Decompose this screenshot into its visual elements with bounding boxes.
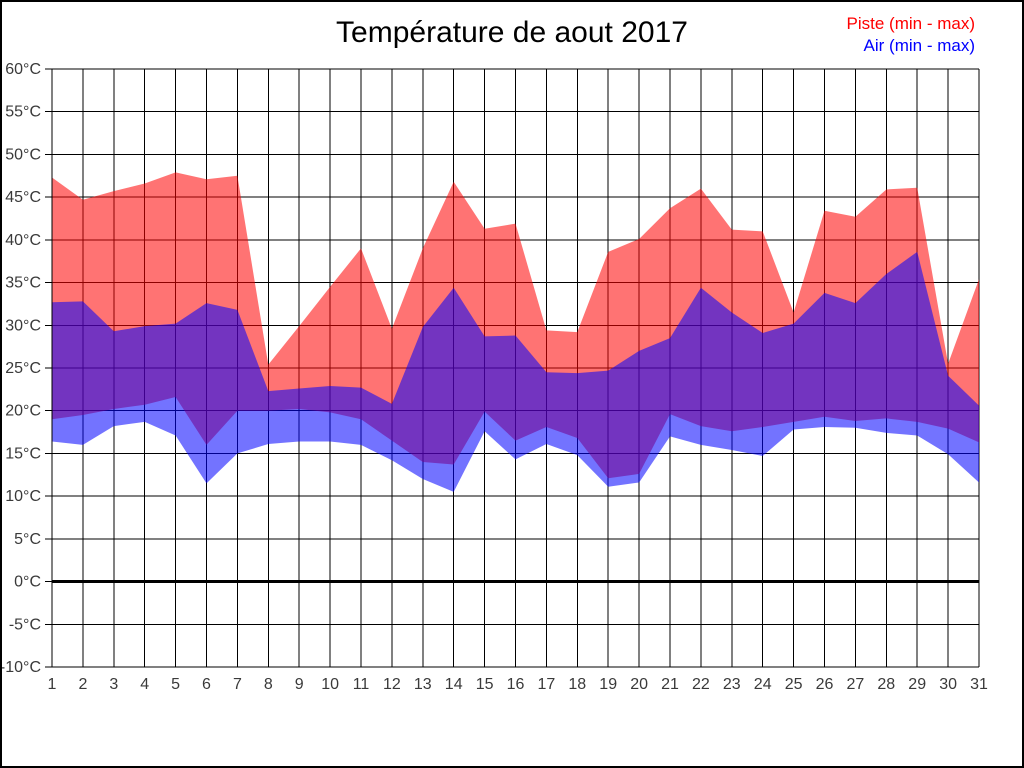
y-tick-label: 10°C bbox=[5, 488, 41, 505]
x-tick-label: 21 bbox=[661, 676, 679, 693]
x-tick-label: 17 bbox=[538, 676, 556, 693]
x-tick-label: 22 bbox=[692, 676, 710, 693]
x-tick-label: 31 bbox=[970, 676, 988, 693]
x-tick-label: 9 bbox=[295, 676, 304, 693]
legend-item-piste: Piste (min - max) bbox=[846, 14, 975, 33]
y-tick-label: -5°C bbox=[9, 616, 41, 633]
x-tick-label: 16 bbox=[507, 676, 525, 693]
x-axis-labels: 1 2 3 4 5 6 7 8 9 10 11 12 13 14 15 16 17 18 19 20 21 22 23 24 2… bbox=[48, 676, 988, 693]
x-tick-label: 18 bbox=[568, 676, 586, 693]
y-axis-labels: 60°C 55°C 50°C 45°C 40°C 35°C 30°C 25°C 20°C 15°C… bbox=[2, 61, 41, 676]
x-tick-label: 20 bbox=[630, 676, 648, 693]
y-tick-label: 25°C bbox=[5, 360, 41, 377]
x-tick-label: 8 bbox=[264, 676, 273, 693]
x-tick-label: 4 bbox=[140, 676, 149, 693]
y-tick-label: 60°C bbox=[5, 61, 41, 78]
chart-title: Température de aout 2017 bbox=[336, 16, 688, 49]
x-tick-label: 10 bbox=[321, 676, 339, 693]
x-tick-label: 11 bbox=[353, 676, 370, 693]
y-tick-label: 40°C bbox=[5, 232, 41, 249]
band-air bbox=[52, 251, 979, 492]
x-tick-label: 24 bbox=[754, 676, 772, 693]
x-tick-label: 14 bbox=[445, 676, 463, 693]
y-tick-label: 50°C bbox=[5, 146, 41, 163]
x-tick-label: 19 bbox=[599, 676, 617, 693]
x-tick-label: 15 bbox=[476, 676, 494, 693]
x-tick-label: 2 bbox=[78, 676, 87, 693]
y-tick-label: 30°C bbox=[5, 317, 41, 334]
y-tick-label: 5°C bbox=[14, 531, 41, 548]
x-tick-label: 3 bbox=[109, 676, 118, 693]
legend-item-air: Air (min - max) bbox=[863, 36, 975, 55]
y-tick-label: 35°C bbox=[5, 275, 41, 292]
x-tick-label: 30 bbox=[939, 676, 957, 693]
x-tick-label: 27 bbox=[847, 676, 865, 693]
y-tick-label: 55°C bbox=[5, 104, 41, 121]
x-tick-label: 28 bbox=[877, 676, 895, 693]
x-tick-label: 23 bbox=[723, 676, 741, 693]
y-tick-label: 20°C bbox=[5, 403, 41, 420]
y-tick-label: -10°C bbox=[2, 659, 41, 676]
x-tick-label: 7 bbox=[233, 676, 242, 693]
x-tick-label: 12 bbox=[383, 676, 401, 693]
x-tick-label: 26 bbox=[816, 676, 834, 693]
y-tick-label: 45°C bbox=[5, 189, 41, 206]
x-tick-label: 1 bbox=[48, 676, 57, 693]
x-tick-label: 5 bbox=[171, 676, 180, 693]
y-tick-label: 15°C bbox=[5, 445, 41, 462]
legend: Piste (min - max) Air (min - max) bbox=[847, 13, 975, 57]
x-tick-label: 13 bbox=[414, 676, 432, 693]
y-tick-label: 0°C bbox=[14, 574, 41, 591]
axes bbox=[45, 68, 979, 668]
x-tick-label: 29 bbox=[908, 676, 926, 693]
x-tick-label: 6 bbox=[202, 676, 211, 693]
x-tick-label: 25 bbox=[785, 676, 803, 693]
